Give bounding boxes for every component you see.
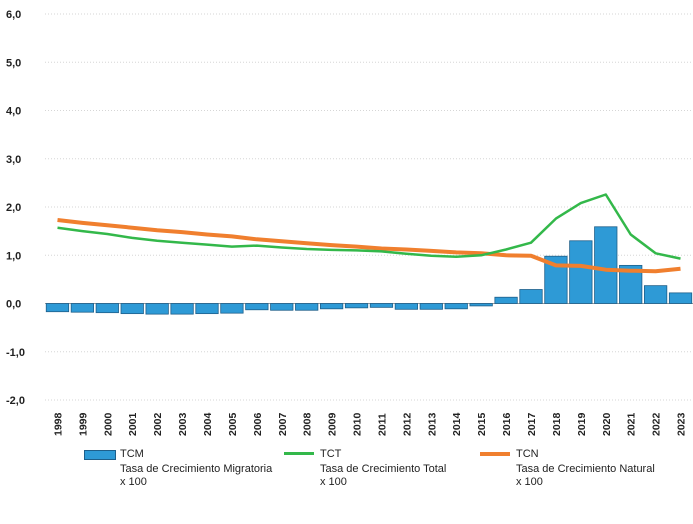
bar-tcm-2002 bbox=[145, 303, 169, 315]
y-axis-tick-labels: -2,0 -1,0 0,0 1,0 2,0 3,0 4,0 5,0 6,0 bbox=[6, 9, 25, 407]
x-tick-label: 2000 bbox=[102, 412, 114, 436]
bar-tcm-2017 bbox=[519, 289, 543, 304]
bar-tcm-2003 bbox=[170, 303, 194, 315]
y-tick-label: 3,0 bbox=[6, 154, 21, 166]
x-tick-label: 2020 bbox=[601, 412, 613, 436]
x-tick-label: 2019 bbox=[576, 412, 588, 436]
legend-swatch-tcm bbox=[84, 450, 116, 460]
x-tick-label: 2016 bbox=[501, 412, 513, 436]
legend-unit-tcm: x 100 bbox=[120, 476, 147, 488]
x-tick-label: 2018 bbox=[551, 412, 563, 436]
legend-name-tct: TCT bbox=[320, 448, 342, 460]
x-tick-label: 2002 bbox=[152, 412, 164, 436]
bar-tcm-2021 bbox=[619, 264, 643, 304]
series-lines bbox=[57, 193, 681, 274]
y-tick-label: 2,0 bbox=[6, 202, 21, 214]
x-tick-label: 2021 bbox=[626, 412, 638, 436]
x-tick-label: 2013 bbox=[426, 412, 438, 436]
bar-tcm-1999 bbox=[70, 303, 94, 313]
x-tick-label: 2007 bbox=[277, 412, 289, 436]
x-tick-label: 2010 bbox=[352, 412, 364, 436]
line-tct bbox=[57, 193, 681, 260]
bar-tcm-1998 bbox=[45, 303, 70, 313]
bar-tcm-2019 bbox=[569, 240, 593, 304]
bar-tcm-2004 bbox=[195, 303, 219, 315]
y-tick-label: 1,0 bbox=[6, 250, 21, 262]
legend-swatch-tcn bbox=[480, 452, 510, 456]
bar-tcm-2006 bbox=[245, 303, 269, 311]
x-tick-label: 2004 bbox=[202, 412, 214, 436]
bar-tcm-2014 bbox=[444, 303, 468, 310]
y-tick-label: 0,0 bbox=[6, 299, 21, 311]
bar-tcm-2010 bbox=[344, 303, 369, 309]
bar-tcm-2013 bbox=[419, 303, 443, 310]
legend-desc-tct: Tasa de Crecimiento Total bbox=[320, 463, 447, 475]
x-tick-label: 2008 bbox=[302, 412, 314, 436]
bar-tcm-2011 bbox=[369, 303, 394, 308]
y-tick-label: 5,0 bbox=[6, 57, 21, 69]
bar-tcm-2005 bbox=[220, 303, 244, 314]
bar-tcm-2016 bbox=[494, 296, 518, 304]
x-tick-label: 2003 bbox=[177, 412, 189, 436]
x-tick-label: 2006 bbox=[252, 412, 264, 436]
legend-desc-tcn: Tasa de Crecimiento Natural bbox=[516, 463, 655, 475]
legend-name-tcn: TCN bbox=[516, 448, 539, 460]
x-tick-label: 2011 bbox=[376, 413, 388, 436]
x-axis-tick-labels: 1998 1999 2000 2001 2002 2003 2004 2005 2006 2007… bbox=[52, 412, 687, 436]
bar-tcm-2008 bbox=[295, 303, 319, 311]
legend-unit-tct: x 100 bbox=[320, 476, 347, 488]
bar-tcm-2018 bbox=[544, 255, 568, 304]
bar-tcm-2009 bbox=[319, 303, 344, 310]
bar-tcm-2022 bbox=[644, 285, 668, 304]
tcm-bars bbox=[45, 226, 693, 315]
bar-tcm-2020 bbox=[594, 226, 618, 304]
x-tick-label: 1999 bbox=[77, 412, 89, 436]
x-tick-label: 2012 bbox=[401, 412, 413, 436]
legend-swatch-tct bbox=[284, 452, 314, 455]
bar-tcm-2007 bbox=[270, 303, 294, 311]
x-tick-label: 2005 bbox=[227, 412, 239, 436]
y-tick-label: -1,0 bbox=[6, 347, 25, 359]
legend-unit-tcn: x 100 bbox=[516, 476, 543, 488]
x-tick-label: 2023 bbox=[676, 412, 688, 436]
chart: -2,0 -1,0 0,0 1,0 2,0 3,0 4,0 5,0 6,0 1998 1999 20… bbox=[6, 9, 693, 436]
legend-name-tcm: TCM bbox=[120, 448, 144, 460]
x-tick-label: 1998 bbox=[52, 412, 64, 436]
legend-desc-tcm: Tasa de Crecimiento Migratoria bbox=[120, 463, 273, 475]
x-tick-label: 2001 bbox=[127, 412, 139, 436]
bar-tcm-2023 bbox=[668, 292, 693, 304]
gridlines bbox=[45, 13, 693, 401]
y-tick-label: 6,0 bbox=[6, 9, 21, 21]
x-tick-label: 2014 bbox=[451, 412, 463, 436]
line-tcn bbox=[57, 218, 681, 274]
bar-tcm-2015 bbox=[469, 303, 493, 307]
y-tick-label: -2,0 bbox=[6, 395, 25, 407]
x-tick-label: 2022 bbox=[651, 412, 663, 436]
x-tick-label: 2017 bbox=[526, 412, 538, 436]
bar-tcm-2001 bbox=[120, 303, 144, 315]
x-tick-label: 2009 bbox=[327, 412, 339, 436]
bar-tcm-2000 bbox=[95, 303, 119, 314]
bar-tcm-2012 bbox=[394, 303, 418, 310]
x-tick-label: 2015 bbox=[476, 412, 488, 436]
y-tick-label: 4,0 bbox=[6, 106, 21, 118]
